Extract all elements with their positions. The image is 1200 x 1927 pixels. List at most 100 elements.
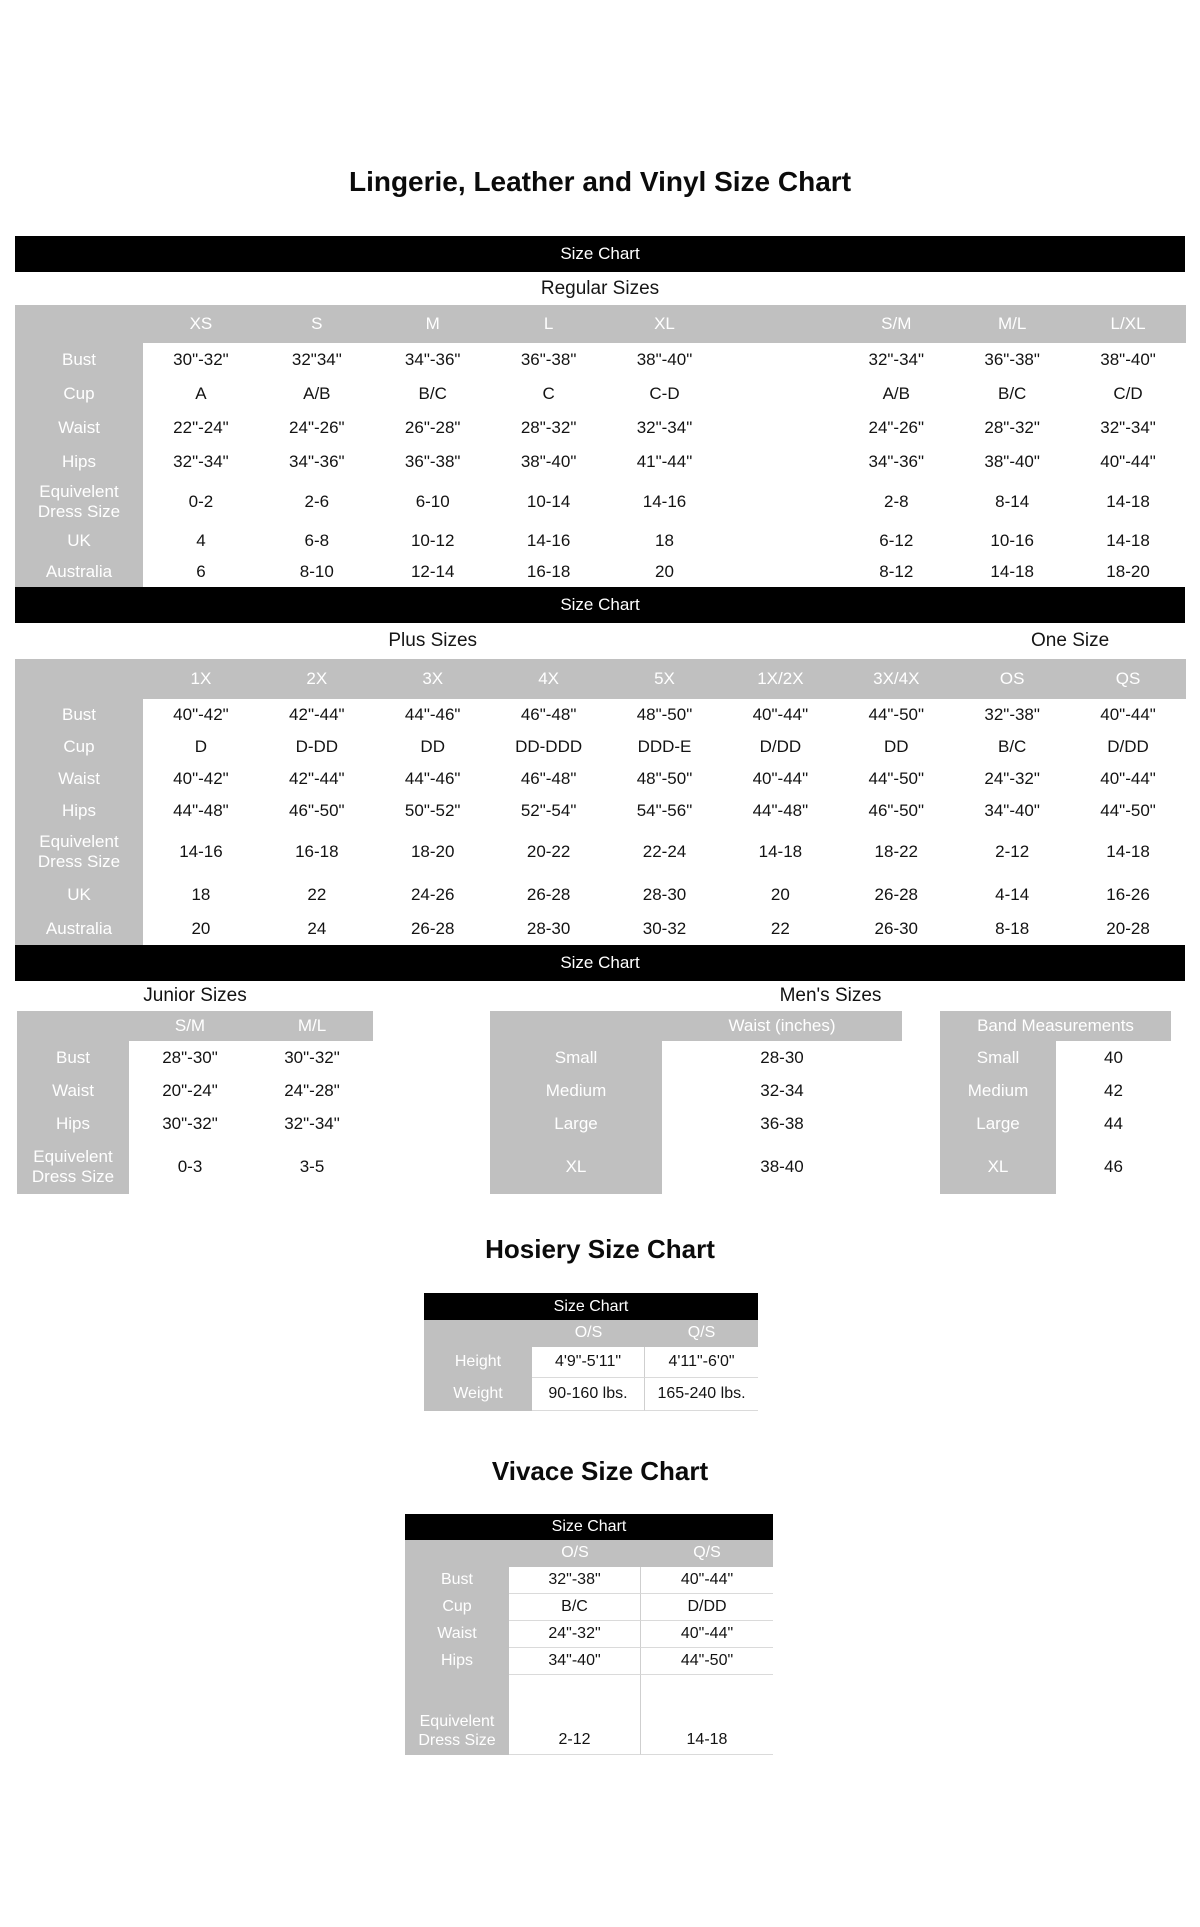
- size-value-cell: 14-18: [954, 557, 1071, 587]
- vivace-grid: O/S Q/S Bust 32"-38" 40"-44" Cup B/C D/DD Waist 2…: [405, 1540, 773, 1755]
- table-gap: [902, 1140, 940, 1194]
- size-value-cell: B/C: [954, 731, 1071, 763]
- size-value-cell: B/C: [954, 377, 1071, 411]
- size-chart-banner-junior-mens: Size Chart: [15, 945, 1185, 981]
- spacer-cell: [722, 525, 839, 557]
- size-value-cell: 32"-38": [509, 1567, 641, 1594]
- band-value-cell: 44: [1056, 1107, 1171, 1140]
- column-header-cell: QS: [1070, 659, 1186, 699]
- size-value-cell: 28-30: [490, 913, 607, 945]
- size-value-cell: 30"-32": [143, 343, 259, 377]
- size-value-cell: A: [143, 377, 259, 411]
- header-spacer-cell: [424, 1320, 532, 1347]
- size-value-cell: 10-12: [374, 525, 491, 557]
- header-spacer-cell: [405, 1540, 509, 1567]
- size-value-cell: 24-26: [374, 877, 491, 913]
- hosiery-grid: O/S Q/S Height 4'9"-5'11" 4'11"-6'0" Weight 90…: [424, 1320, 758, 1411]
- size-value-cell: 14-16: [490, 525, 607, 557]
- size-value-cell: 28"-30": [129, 1041, 251, 1074]
- mens-size-label-cell: Small: [490, 1041, 662, 1074]
- size-value-cell: 16-18: [490, 557, 607, 587]
- size-value-cell: 4'11"-6'0": [645, 1347, 758, 1378]
- column-header-cell: 4X: [490, 659, 607, 699]
- size-value-cell: DD-DDD: [490, 731, 607, 763]
- size-value-cell: D/DD: [1070, 731, 1186, 763]
- size-value-cell: 44"-48": [722, 795, 839, 827]
- size-value-cell: DD: [374, 731, 491, 763]
- table-gap: [902, 1107, 940, 1140]
- band-value-cell: 42: [1056, 1074, 1171, 1107]
- size-value-cell: 26-28: [838, 877, 955, 913]
- size-value-cell: D/DD: [641, 1594, 773, 1621]
- size-value-cell: 40"-44": [1070, 763, 1186, 795]
- size-value-cell: 32"-34": [1070, 411, 1186, 445]
- plus-one-size-subtitle-row: Plus Sizes One Size: [15, 623, 1186, 659]
- row-label-cell: Waist: [15, 763, 143, 795]
- column-header-cell: 5X: [606, 659, 723, 699]
- mens-size-label-cell: XL: [940, 1140, 1056, 1194]
- column-header-cell: M: [374, 305, 491, 343]
- spacer-cell: [722, 557, 839, 587]
- size-value-cell: 10-16: [954, 525, 1071, 557]
- size-value-cell: 44"-50": [641, 1648, 773, 1675]
- size-value-cell: 0-3: [129, 1140, 251, 1194]
- mens-size-label-cell: Large: [490, 1107, 662, 1140]
- size-value-cell: 34"-36": [258, 445, 375, 479]
- size-value-cell: B/C: [374, 377, 491, 411]
- size-value-cell: 14-18: [1070, 525, 1186, 557]
- size-value-cell: 22: [722, 913, 839, 945]
- size-value-cell: 24"-26": [838, 411, 955, 445]
- size-value-cell: 90-160 lbs.: [532, 1378, 645, 1411]
- row-label-cell: Hips: [17, 1107, 129, 1140]
- mens-sizes-table: Waist (inches) Band Measurements Small 28-3…: [490, 1011, 1171, 1194]
- column-header-cell: Q/S: [645, 1320, 758, 1347]
- size-value-cell: 36"-38": [490, 343, 607, 377]
- size-value-cell: 40"-44": [722, 699, 839, 731]
- regular-sizes-table: XS S M L XL S/M M/L L/XL Bust 30"-32" 32"34" 34"-36…: [15, 305, 1186, 587]
- size-value-cell: 14-18: [641, 1675, 773, 1755]
- size-value-cell: 24"-32": [954, 763, 1071, 795]
- banner-label: Size Chart: [560, 953, 640, 972]
- table-gap: [902, 1011, 940, 1041]
- size-value-cell: 24"-32": [509, 1621, 641, 1648]
- column-header-cell: Q/S: [641, 1540, 773, 1567]
- size-value-cell: 28"-32": [954, 411, 1071, 445]
- mens-size-label-cell: Medium: [940, 1074, 1056, 1107]
- size-value-cell: 30-32: [606, 913, 723, 945]
- size-value-cell: 42"-44": [258, 763, 375, 795]
- row-label-cell: Waist: [405, 1621, 509, 1648]
- column-header-cell: M/L: [954, 305, 1071, 343]
- size-value-cell: 14-18: [722, 827, 839, 877]
- column-header-cell: S/M: [838, 305, 955, 343]
- size-value-cell: 20: [722, 877, 839, 913]
- row-label-cell: Waist: [15, 411, 143, 445]
- size-value-cell: 14-16: [143, 827, 259, 877]
- row-label-cell: Weight: [424, 1378, 532, 1411]
- size-value-cell: 18: [606, 525, 723, 557]
- column-header-cell: S: [258, 305, 375, 343]
- size-value-cell: 8-14: [954, 479, 1071, 525]
- size-value-cell: 44"-46": [374, 699, 491, 731]
- size-value-cell: 0-2: [143, 479, 259, 525]
- size-value-cell: 18-22: [838, 827, 955, 877]
- size-value-cell: A/B: [838, 377, 955, 411]
- size-value-cell: 20: [606, 557, 723, 587]
- size-value-cell: 4'9"-5'11": [532, 1347, 645, 1378]
- size-value-cell: 32"34": [258, 343, 375, 377]
- spacer-cell: [722, 377, 839, 411]
- table-gap: [902, 1074, 940, 1107]
- column-header-cell: M/L: [251, 1011, 373, 1041]
- waist-value-cell: 32-34: [662, 1074, 902, 1107]
- column-header-cell: XL: [606, 305, 723, 343]
- size-chart-banner-hosiery: Size Chart: [424, 1293, 758, 1320]
- size-value-cell: 34"-40": [509, 1648, 641, 1675]
- plus-sizes-subtitle: Plus Sizes: [388, 630, 478, 651]
- column-header-cell: 3X/4X: [838, 659, 955, 699]
- size-value-cell: C-D: [606, 377, 723, 411]
- size-value-cell: 34"-36": [838, 445, 955, 479]
- header-spacer-cell: [722, 305, 839, 343]
- row-label-cell: Bust: [15, 343, 143, 377]
- band-value-cell: 46: [1056, 1140, 1171, 1194]
- size-value-cell: 16-26: [1070, 877, 1186, 913]
